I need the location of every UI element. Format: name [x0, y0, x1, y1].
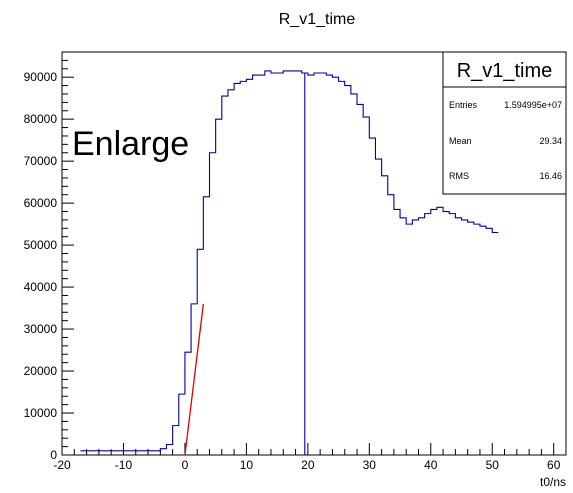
y-tick-label: 0	[50, 448, 57, 462]
enlarge-overlay-text: Enlarge	[72, 125, 189, 163]
stats-rms-value: 16.46	[539, 171, 562, 181]
stats-box: R_v1_time Entries 1.594995e+07 Mean 29.3…	[442, 51, 567, 195]
x-tick-label: -20	[53, 458, 71, 472]
y-tick-label: 70000	[24, 154, 58, 168]
x-tick-label: 30	[363, 458, 377, 472]
x-axis-label: t0/ns	[540, 475, 566, 489]
y-tick-label: 40000	[24, 280, 58, 294]
y-tick-label: 60000	[24, 196, 58, 210]
x-tick-label: -10	[115, 458, 133, 472]
x-tick-label: 0	[182, 458, 189, 472]
x-tick-label: 20	[301, 458, 315, 472]
stats-mean-label: Mean	[449, 136, 472, 146]
x-tick-label: 60	[547, 458, 561, 472]
y-tick-label: 90000	[24, 70, 58, 84]
y-axis: 0 10000 20000 30000 40000 50000 60000 70000 8000…	[24, 51, 74, 462]
x-tick-label: 50	[486, 458, 500, 472]
y-tick-label: 50000	[24, 238, 58, 252]
x-axis: -20 -10 0 10 20 30 40 50 60	[53, 443, 567, 472]
y-tick-label: 80000	[24, 112, 58, 126]
stats-box-title: R_v1_time	[457, 60, 553, 82]
stats-rms-label: RMS	[449, 171, 469, 181]
plot-area: -20 -10 0 10 20 30 40 50 60 0 10000 20000 30000 4000…	[24, 51, 567, 472]
fit-line	[184, 303, 205, 456]
stats-box-frame	[442, 51, 567, 195]
chart-title: R_v1_time	[279, 11, 356, 28]
histogram-series	[80, 70, 499, 452]
x-tick-label: 40	[424, 458, 438, 472]
y-tick-label: 30000	[24, 322, 58, 336]
stats-entries-value: 1.594995e+07	[504, 100, 562, 110]
stats-entries-label: Entries	[449, 100, 478, 110]
stats-mean-value: 29.34	[539, 136, 562, 146]
y-tick-label: 20000	[24, 364, 58, 378]
y-tick-label: 10000	[24, 406, 58, 420]
x-tick-label: 10	[240, 458, 254, 472]
